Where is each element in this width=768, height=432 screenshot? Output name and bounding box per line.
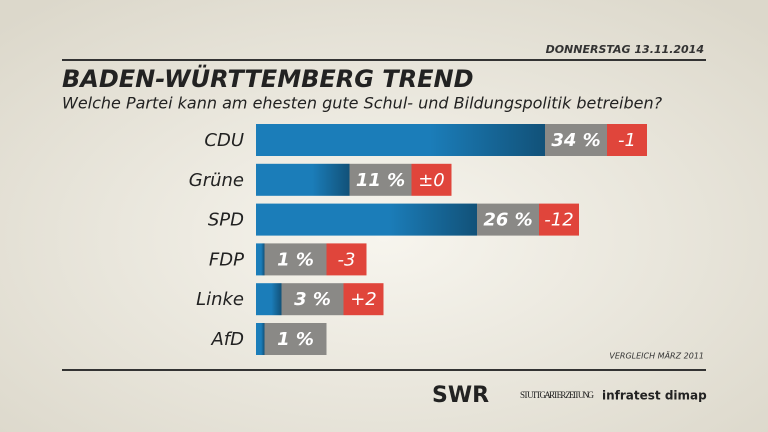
value-label: 34 % [551,130,600,151]
change-box [343,283,384,316]
subtitle: Welche Partei kann am ehesten gute Schul… [62,94,663,113]
date: DONNERSTAG 13.11.2014 [546,43,704,56]
bar-shade [388,203,477,236]
category-label: Linke [196,289,244,310]
bar-shade [429,124,545,156]
value-label: 3 % [294,289,331,310]
category-label: SPD [208,210,244,231]
value-box [281,283,344,316]
change-label: +2 [350,289,377,310]
change-box [607,124,647,156]
chart-title: BADEN-WÜRTTEMBERG TREND [62,63,474,93]
category-label: FDP [209,249,244,270]
change-box [411,163,452,196]
value-box [477,203,539,236]
value-label: 11 % [356,170,405,191]
logo-stz: STUTTGARTER ZEITUNG [520,390,595,400]
change-label: -1 [618,130,636,151]
bar-shade [271,283,282,316]
change-label: -12 [544,210,573,231]
change-label: ±0 [418,170,445,191]
value-label: 26 % [483,210,532,231]
logo-swr: SWR [432,383,489,408]
value-label: 1 % [277,329,314,350]
category-label: CDU [204,130,244,151]
category-label: AfD [210,329,244,350]
bar [256,323,265,355]
value-box [349,163,412,196]
change-label: -3 [338,249,356,270]
bar [256,243,265,276]
category-label: Grüne [189,170,244,191]
value-box [264,323,327,355]
value-label: 1 % [277,249,314,270]
value-box [545,124,607,156]
bar-shade [261,323,265,355]
change-box [539,203,579,236]
value-box [264,243,327,276]
logo-infratest: infratest dimap [602,389,707,403]
bar-shade [312,163,350,196]
change-box [326,243,367,276]
note: VERGLEICH MÄRZ 2011 [609,351,704,361]
bar-shade [261,243,265,276]
